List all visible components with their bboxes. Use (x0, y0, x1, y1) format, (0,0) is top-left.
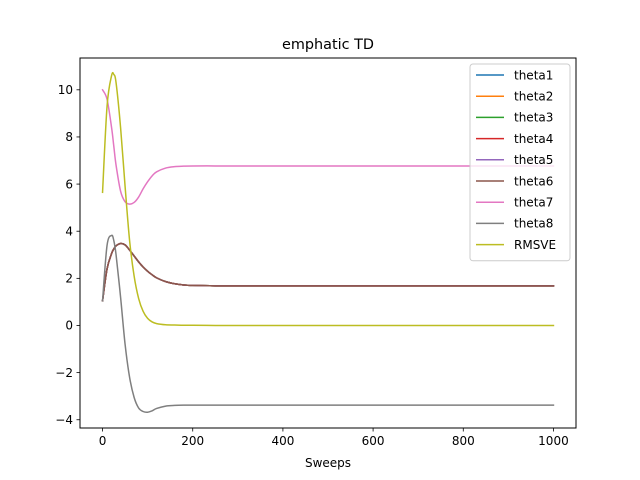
x-tick-label: 400 (271, 434, 294, 448)
x-tick-label: 800 (452, 434, 475, 448)
y-tick-label: 10 (58, 83, 73, 97)
x-axis-ticks: 0 200 400 600 800 1000 (99, 428, 569, 448)
legend-label-RMSVE: RMSVE (514, 238, 556, 252)
legend-label-theta2: theta2 (514, 90, 553, 104)
chart-title: emphatic TD (282, 37, 374, 53)
x-tick-label: 1000 (538, 434, 569, 448)
legend-label-theta1: theta1 (514, 68, 553, 82)
x-tick-label: 600 (362, 434, 385, 448)
y-tick-label: 2 (65, 272, 73, 286)
series-line-theta8 (101, 234, 555, 413)
legend-label-theta6: theta6 (514, 174, 553, 188)
legend-label-theta4: theta4 (514, 132, 553, 146)
y-tick-label: 6 (65, 177, 73, 191)
plot-lines (101, 71, 555, 413)
y-tick-label: −4 (55, 413, 73, 427)
y-tick-label: 4 (65, 224, 73, 238)
series-line-RMSVE (101, 71, 555, 327)
series-line-theta7 (101, 88, 555, 205)
y-tick-label: 8 (65, 130, 73, 144)
plot-frame (79, 57, 577, 429)
legend-label-theta8: theta8 (514, 217, 553, 231)
y-axis-ticks: −4 −2 0 2 4 6 8 10 (55, 83, 80, 427)
legend-label-theta3: theta3 (514, 111, 553, 125)
legend-box (469, 63, 571, 262)
legend-label-theta7: theta7 (514, 196, 553, 210)
x-tick-label: 0 (99, 434, 107, 448)
y-tick-label: 0 (65, 319, 73, 333)
legend-label-theta5: theta5 (514, 153, 553, 167)
y-tick-label: −2 (55, 366, 73, 380)
x-axis-label: Sweeps (305, 456, 351, 470)
legend: theta1 theta2 theta3 theta4 theta5 theta6 thet… (469, 63, 571, 262)
x-tick-label: 200 (181, 434, 204, 448)
series-line-theta6 (101, 242, 555, 302)
